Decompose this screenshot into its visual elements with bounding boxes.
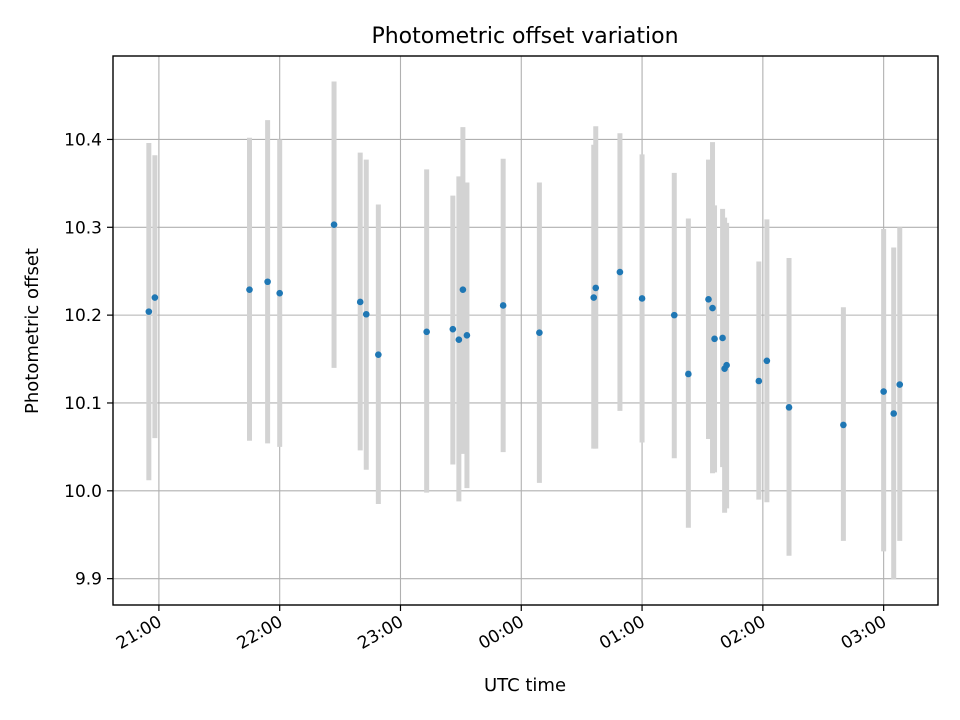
- data-point: [330, 221, 338, 228]
- data-point: [499, 302, 507, 309]
- data-point: [536, 329, 543, 336]
- data-point: [890, 410, 898, 417]
- data-point: [423, 328, 430, 336]
- data-point: [264, 278, 271, 286]
- data-point: [638, 295, 646, 302]
- data-point: [246, 286, 253, 293]
- data-point: [785, 404, 793, 411]
- data-point: [719, 334, 726, 342]
- data-point: [449, 325, 457, 333]
- plot-frame: [112, 55, 939, 606]
- data-point: [362, 310, 370, 318]
- chart-title: Photometric offset variation: [371, 24, 678, 49]
- data-point: [685, 370, 692, 378]
- data-point: [670, 311, 678, 319]
- data-point: [463, 332, 471, 339]
- data-point: [705, 296, 712, 303]
- data-point: [276, 289, 283, 297]
- data-point: [763, 357, 771, 365]
- data-point: [616, 268, 624, 276]
- data-point: [151, 294, 159, 301]
- data-point: [592, 284, 600, 292]
- data-point: [840, 421, 847, 429]
- data-point: [709, 304, 716, 312]
- data-point: [455, 336, 463, 344]
- data-point: [459, 286, 467, 293]
- data-point: [896, 381, 904, 388]
- y-tick-label: 10.0: [64, 482, 102, 502]
- y-tick-label: 10.3: [64, 218, 102, 238]
- data-points: [145, 221, 904, 429]
- y-tick-label: 10.4: [64, 130, 102, 150]
- y-tick-label: 9.9: [75, 570, 102, 590]
- data-point: [755, 377, 763, 385]
- x-axis-label: UTC time: [484, 675, 566, 696]
- y-tick-label: 10.1: [64, 394, 102, 414]
- data-point: [375, 351, 382, 358]
- data-point: [356, 298, 364, 306]
- data-point: [145, 308, 153, 315]
- data-point: [590, 294, 598, 301]
- y-axis-label: Photometric offset: [22, 248, 43, 414]
- data-point: [880, 388, 887, 395]
- data-point: [711, 335, 718, 343]
- data-point: [723, 361, 730, 369]
- y-tick-label: 10.2: [64, 306, 102, 326]
